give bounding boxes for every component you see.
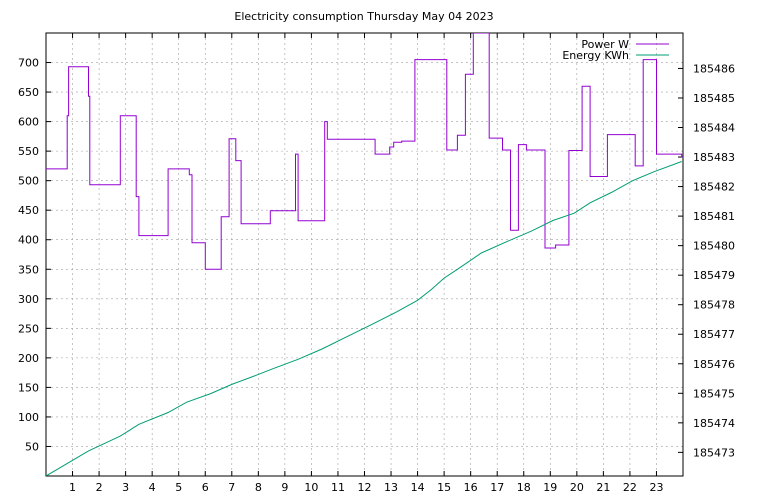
y2-tick-label: 185478 (693, 299, 735, 312)
y-tick-label: 400 (18, 234, 39, 247)
y-tick-label: 600 (18, 116, 39, 129)
y-tick-label: 350 (18, 263, 39, 276)
series-line-power-w (46, 33, 683, 270)
x-tick-label: 11 (331, 481, 345, 494)
x-tick-label: 1 (69, 481, 76, 494)
y-tick-label: 500 (18, 175, 39, 188)
x-tick-label: 17 (490, 481, 504, 494)
y-tick-label: 700 (18, 57, 39, 70)
y2-tick-label: 185480 (693, 240, 735, 253)
series-layer (46, 33, 683, 476)
y2-tick-label: 185484 (693, 122, 735, 135)
x-tick-label: 14 (411, 481, 425, 494)
y2-tick-label: 185483 (693, 151, 735, 164)
x-tick-label: 8 (255, 481, 262, 494)
x-tick-label: 20 (570, 481, 584, 494)
y-axis-right: 185473 185474 185475 185476 185477 185478 1854… (678, 62, 735, 459)
chart-title: Electricity consumption Thursday May 04 … (234, 10, 493, 23)
x-tick-label: 16 (464, 481, 478, 494)
y-tick-label: 200 (18, 352, 39, 365)
y-tick-label: 250 (18, 322, 39, 335)
x-tick-label: 18 (517, 481, 531, 494)
x-tick-label: 15 (437, 481, 451, 494)
x-tick-label: 21 (596, 481, 610, 494)
y2-tick-label: 185475 (693, 387, 735, 400)
x-tick-label: 13 (384, 481, 398, 494)
y-axis-left: 50 100 150 200 250 300 350 400 450 500 550 600 650 70… (18, 57, 51, 453)
y2-tick-label: 185477 (693, 328, 735, 341)
y-tick-label: 550 (18, 145, 39, 158)
y2-tick-label: 185481 (693, 210, 735, 223)
x-tick-label: 4 (149, 481, 156, 494)
x-tick-label: 23 (649, 481, 663, 494)
y2-tick-label: 185482 (693, 181, 735, 194)
y2-tick-label: 185479 (693, 269, 735, 282)
x-tick-label: 2 (96, 481, 103, 494)
x-tick-label: 3 (122, 481, 129, 494)
y2-tick-label: 185476 (693, 358, 735, 371)
x-tick-label: 22 (623, 481, 637, 494)
series-line-energy-kwh (46, 161, 682, 476)
x-tick-label: 6 (202, 481, 209, 494)
y-tick-label: 650 (18, 86, 39, 99)
y-tick-label: 150 (18, 381, 39, 394)
y-tick-label: 450 (18, 204, 39, 217)
legend-label: Power W (581, 38, 629, 51)
y2-tick-label: 185485 (693, 92, 735, 105)
y2-tick-label: 185473 (693, 446, 735, 459)
y-tick-label: 100 (18, 411, 39, 424)
x-tick-label: 5 (175, 481, 182, 494)
legend-label: Energy KWh (562, 49, 629, 62)
y-tick-label: 300 (18, 293, 39, 306)
x-tick-label: 12 (358, 481, 372, 494)
x-tick-label: 9 (281, 481, 288, 494)
y-tick-label: 50 (25, 440, 39, 453)
x-tick-label: 19 (543, 481, 557, 494)
x-axis: 1 2 3 4 5 6 7 8 9 10 11 12 13 14 15 16 17 18 19 20 21 22 23 (69, 33, 663, 494)
x-tick-label: 7 (228, 481, 235, 494)
x-tick-label: 10 (304, 481, 318, 494)
grid-lines (46, 33, 683, 476)
y2-tick-label: 185486 (693, 62, 735, 75)
y2-tick-label: 185474 (693, 417, 735, 430)
